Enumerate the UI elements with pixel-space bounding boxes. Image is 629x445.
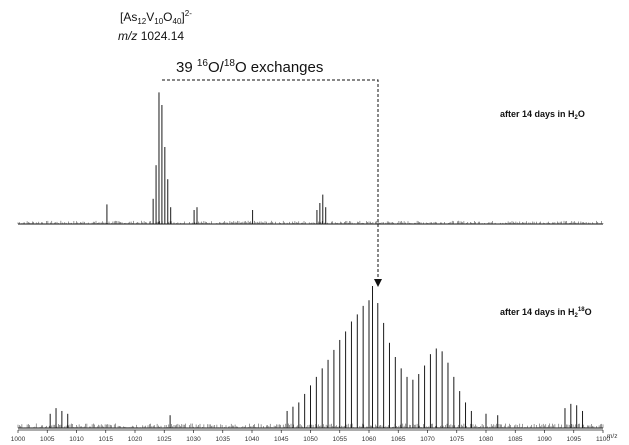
x-tick-label: 1090 bbox=[537, 436, 552, 443]
compound-formula-label: [As12V10O40]2- bbox=[120, 9, 192, 26]
series-label-h2o: after 14 days in H2O bbox=[500, 109, 585, 121]
arrow-down-icon bbox=[374, 279, 382, 287]
x-tick-label: 1035 bbox=[216, 436, 231, 443]
spectrum-trace-h2o bbox=[17, 92, 604, 225]
exchange-connector-line bbox=[162, 79, 379, 280]
x-tick-label: 1020 bbox=[128, 436, 143, 443]
x-tick-label: 1010 bbox=[69, 436, 84, 443]
x-tick-label: 1025 bbox=[157, 436, 172, 443]
x-tick-label: 1050 bbox=[303, 436, 318, 443]
baseline-noise bbox=[17, 220, 604, 224]
x-tick-label: 1080 bbox=[479, 436, 494, 443]
x-tick-label: 1070 bbox=[420, 436, 435, 443]
x-tick-label: 1030 bbox=[186, 436, 201, 443]
x-tick-label: 1055 bbox=[333, 436, 348, 443]
exchange-annotation: 39 16O/18O exchanges bbox=[176, 58, 323, 76]
x-tick-label: 1085 bbox=[508, 436, 523, 443]
x-tick-label: 1060 bbox=[362, 436, 377, 443]
x-axis-ticks: 1000 1005 1010 1015 1020 1025 1030 1035 1040 1045… bbox=[11, 430, 610, 443]
x-tick-label: 1095 bbox=[567, 436, 582, 443]
mz-value-label: m/z 1024.14 bbox=[118, 29, 184, 43]
x-tick-label: 1040 bbox=[245, 436, 260, 443]
series-label-h2-18o: after 14 days in H218O bbox=[500, 307, 592, 319]
x-tick-label: 1005 bbox=[40, 436, 55, 443]
x-tick-label: 1045 bbox=[274, 436, 289, 443]
x-axis-unit-label: m/z bbox=[607, 433, 617, 440]
baseline-noise bbox=[17, 423, 604, 428]
x-tick-label: 1015 bbox=[99, 436, 114, 443]
spectrum-trace-h2-18o bbox=[17, 286, 604, 429]
x-tick-label: 1065 bbox=[391, 436, 406, 443]
x-tick-label: 1000 bbox=[11, 436, 26, 443]
x-tick-label: 1075 bbox=[450, 436, 465, 443]
x-tick-label: 1100 bbox=[596, 436, 610, 443]
